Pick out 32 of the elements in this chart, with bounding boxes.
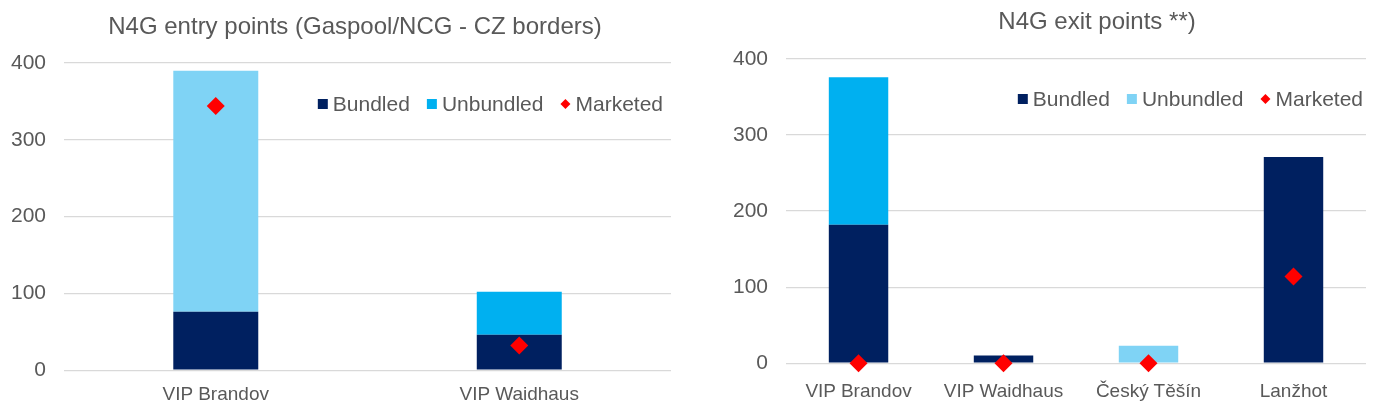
x-tick-label: VIP Brandov	[805, 379, 913, 401]
y-tick-label: 300	[10, 126, 47, 150]
bar	[828, 77, 889, 225]
legend-label: Marketed	[575, 91, 664, 115]
x-tick-label: VIP Waidhaus	[943, 379, 1064, 401]
y-tick-label: 0	[34, 357, 47, 380]
bar	[476, 334, 562, 370]
bar	[1263, 157, 1324, 363]
bar	[1118, 345, 1179, 363]
y-tick-label: 200	[10, 203, 47, 227]
y-tick-label: 300	[732, 121, 769, 145]
chart-title: N4G exit points **)	[998, 6, 1196, 34]
y-tick-label: 400	[732, 45, 769, 69]
legend-label: Marketed	[1275, 86, 1364, 110]
y-tick-label: 0	[756, 350, 769, 373]
y-tick-label: 100	[732, 273, 769, 297]
legend-label: Unbundled	[1141, 86, 1244, 110]
chart-title: N4G entry points (Gaspool/NCG - CZ borders)	[108, 11, 602, 39]
bar	[173, 311, 259, 370]
x-tick-label: VIP Brandov	[162, 382, 270, 404]
bar	[173, 70, 259, 312]
x-tick-label: Český Těšín	[1095, 379, 1202, 401]
legend-label: Bundled	[1032, 86, 1110, 110]
y-tick-label: 100	[10, 280, 47, 304]
legend-label: Unbundled	[441, 91, 544, 115]
x-tick-label: Lanžhot	[1259, 379, 1329, 401]
bar	[828, 224, 889, 363]
y-tick-label: 200	[732, 197, 769, 221]
x-tick-label: VIP Waidhaus	[459, 382, 579, 404]
y-tick-label: 400	[10, 49, 47, 73]
legend-label: Bundled	[332, 91, 410, 115]
bar	[476, 291, 562, 335]
